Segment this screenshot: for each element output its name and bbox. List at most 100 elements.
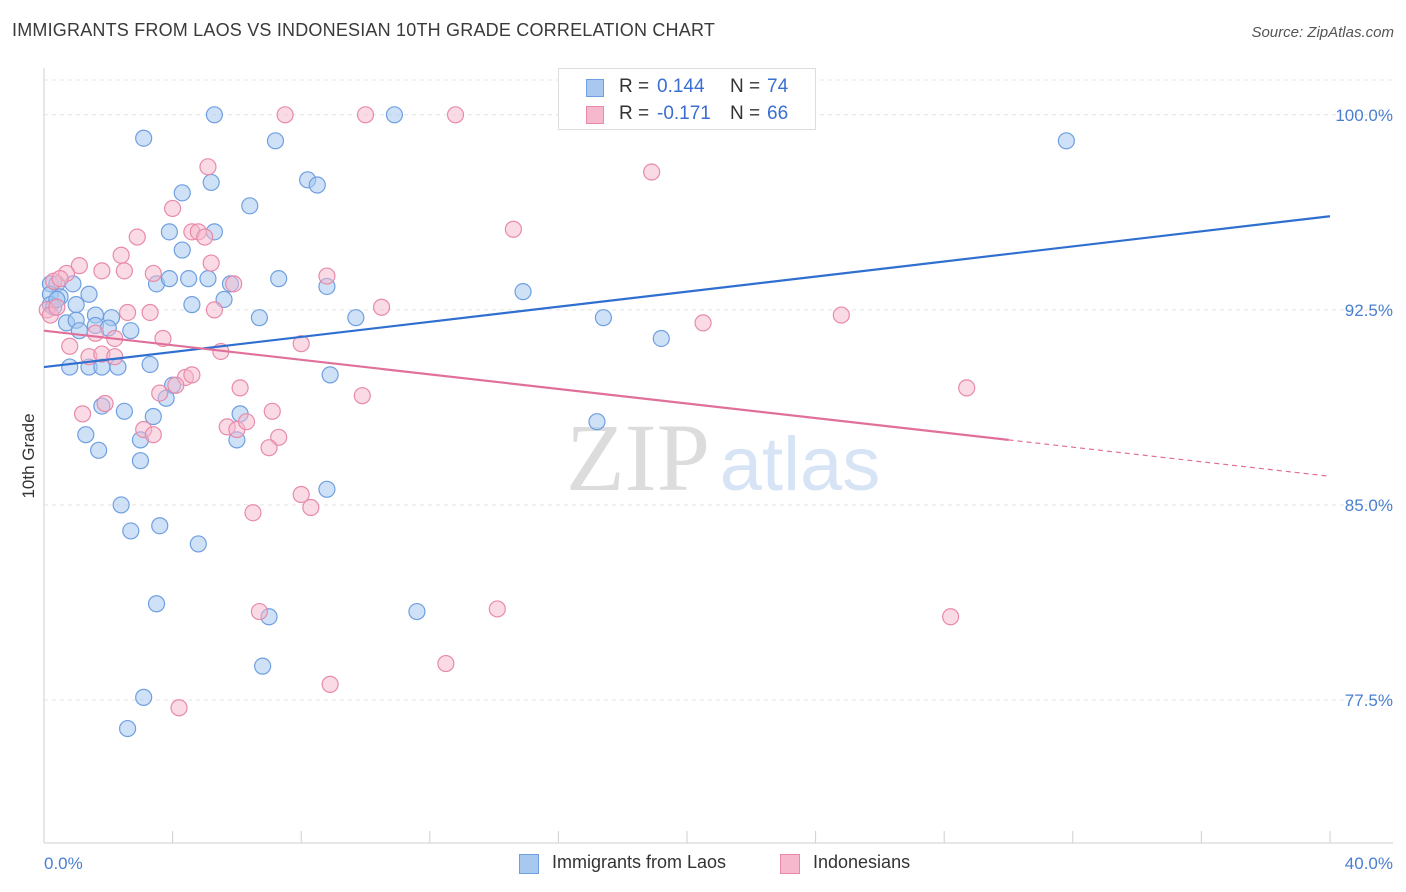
indonesians-point <box>205 301 223 319</box>
laos-point <box>266 132 285 150</box>
indonesians-point <box>199 158 217 176</box>
laos-point <box>1057 132 1075 150</box>
laos-point <box>347 309 365 327</box>
indonesians-point <box>183 366 201 384</box>
y-tick-label: 100.0% <box>1335 106 1393 125</box>
series-indonesians-points <box>38 106 976 717</box>
chart-title: IMMIGRANTS FROM LAOS VS INDONESIAN 10TH … <box>12 20 716 40</box>
laos-point <box>131 452 150 470</box>
indonesians-point <box>196 228 214 246</box>
laos-point <box>385 106 404 124</box>
laos-r-label: R = <box>619 76 650 97</box>
laos-point <box>270 270 288 288</box>
laos-point <box>122 522 140 540</box>
indonesians-point <box>292 335 310 353</box>
laos-point <box>241 197 259 215</box>
indonesians-point <box>51 270 69 288</box>
indonesians-point <box>244 504 262 522</box>
series-laos-points <box>41 106 1075 738</box>
indonesians-n-label: N = <box>730 103 761 124</box>
indonesians-point <box>96 394 114 413</box>
indonesians-point <box>144 264 162 283</box>
indonesians-point <box>321 675 339 693</box>
laos-point <box>141 355 159 374</box>
x-tick-label: 40.0% <box>1345 854 1393 873</box>
indonesians-point <box>151 384 169 402</box>
watermark-zip: ZIP <box>566 404 710 511</box>
laos-point <box>321 366 339 384</box>
laos-point <box>180 270 198 288</box>
watermark-atlas: atlas <box>720 422 881 507</box>
indonesians-point <box>225 275 243 293</box>
laos-point <box>135 688 153 706</box>
indonesians-point <box>115 262 133 280</box>
indonesians-point <box>437 654 455 673</box>
indonesians-point <box>202 254 220 272</box>
laos-swatch <box>586 79 604 97</box>
laos-trend-line <box>43 215 1331 369</box>
indonesians-point <box>70 257 88 275</box>
laos-r-value: 0.144 <box>657 76 705 97</box>
laos-point <box>594 309 613 327</box>
indonesians-point <box>73 405 92 423</box>
laos-point <box>151 517 169 535</box>
laos-point <box>308 176 326 194</box>
laos-point <box>160 270 178 288</box>
laos-n-value: 74 <box>767 76 789 97</box>
indonesians-point <box>302 498 320 517</box>
indonesians-point <box>112 246 130 264</box>
indonesians-point <box>260 439 278 457</box>
laos-point <box>408 602 426 621</box>
indonesians-point <box>167 376 185 394</box>
laos-point <box>514 283 532 301</box>
indonesians-point <box>93 262 111 280</box>
trend-lines <box>43 215 1331 477</box>
laos-point <box>144 407 162 426</box>
indonesians-point <box>106 348 124 366</box>
indonesians-point <box>237 413 256 431</box>
indonesians-point <box>942 608 960 626</box>
legend-laos-label: Immigrants from Laos <box>552 852 727 872</box>
laos-point <box>183 296 201 314</box>
indonesians-trend-extension <box>1008 439 1331 477</box>
laos-point <box>135 129 153 147</box>
tick-labels: 100.0% 92.5% 85.0% 77.5% 0.0% 40.0% <box>44 106 1393 873</box>
laos-point <box>112 496 130 514</box>
laos-point <box>77 426 95 444</box>
laos-point <box>318 480 336 498</box>
indonesians-point <box>958 379 976 397</box>
laos-point <box>199 270 217 288</box>
laos-point <box>652 329 670 348</box>
indonesians-point <box>276 106 294 124</box>
legend-indonesians-swatch <box>780 854 800 874</box>
indonesians-point <box>61 337 79 355</box>
indonesians-point <box>356 106 375 124</box>
indonesians-point <box>643 163 661 181</box>
indonesians-point <box>694 314 712 332</box>
indonesians-point <box>372 298 391 316</box>
y-tick-label: 92.5% <box>1345 301 1393 320</box>
indonesians-point <box>231 379 249 397</box>
source-label: Source: ZipAtlas.com <box>1251 24 1394 41</box>
watermark: ZIP atlas <box>566 404 880 511</box>
laos-point <box>67 296 85 314</box>
laos-point <box>147 595 166 613</box>
laos-point <box>202 173 220 192</box>
indonesians-point <box>154 329 172 348</box>
laos-point <box>61 358 79 376</box>
indonesians-r-label: R = <box>619 103 650 124</box>
indonesians-point <box>141 303 159 322</box>
indonesians-point <box>318 267 336 285</box>
laos-point <box>250 309 269 327</box>
laos-point <box>90 441 108 459</box>
indonesians-point <box>164 199 182 218</box>
indonesians-point <box>488 600 506 618</box>
indonesians-point <box>263 402 281 420</box>
laos-point <box>254 657 272 675</box>
indonesians-point <box>86 324 105 342</box>
y-tick-label: 77.5% <box>1345 691 1393 710</box>
y-axis-label: 10th Grade <box>19 413 38 498</box>
indonesians-swatch <box>586 106 604 124</box>
laos-point <box>189 535 207 553</box>
